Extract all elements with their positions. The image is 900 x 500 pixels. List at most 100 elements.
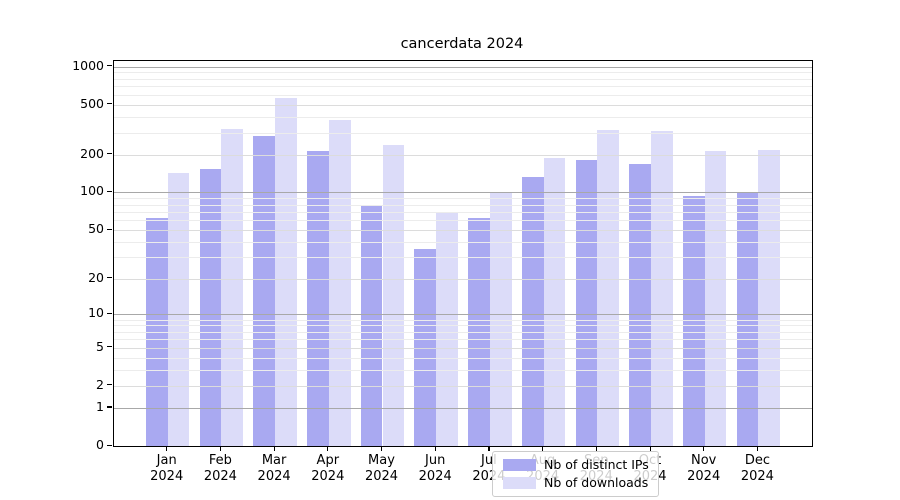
gridline-y-700 bbox=[114, 86, 812, 88]
gridline-y-900 bbox=[114, 72, 812, 74]
legend-swatch-distinct-ips bbox=[503, 459, 536, 471]
chart-title: cancerdata 2024 bbox=[400, 36, 524, 52]
gridline-y-30 bbox=[114, 257, 812, 259]
x-tick-label-apr: Apr 2024 bbox=[311, 453, 345, 484]
x-tick-apr bbox=[327, 446, 329, 451]
legend-row-downloads: Nb of downloads bbox=[493, 476, 658, 490]
y-tick-20 bbox=[107, 277, 112, 279]
x-tick-aug bbox=[542, 446, 544, 451]
gridline-y-500 bbox=[114, 104, 812, 106]
x-tick-feb bbox=[219, 446, 222, 451]
gridline-y-90 bbox=[114, 198, 812, 200]
y-tick-200 bbox=[107, 153, 112, 155]
gridline-y-9 bbox=[114, 319, 812, 321]
gridline-y-300 bbox=[114, 132, 812, 134]
y-tick-100 bbox=[107, 190, 112, 193]
legend-swatch-downloads bbox=[503, 477, 536, 489]
y-tick-label-1000: 1000 bbox=[72, 57, 104, 73]
gridline-y-70 bbox=[114, 211, 812, 213]
gridline-y-2 bbox=[114, 385, 812, 387]
gridline-y-10 bbox=[114, 314, 812, 316]
gridline-y-200 bbox=[114, 154, 812, 156]
y-tick-label-1: 1 bbox=[96, 398, 104, 414]
x-tick-mar bbox=[273, 446, 275, 451]
bar-distinct-ips-feb bbox=[199, 169, 222, 446]
x-tick-label-jun: Jun 2024 bbox=[418, 453, 452, 484]
x-tick-dec bbox=[756, 446, 759, 451]
bar-distinct-ips-sep bbox=[575, 159, 598, 446]
x-tick-jul bbox=[488, 446, 490, 451]
x-tick-jun bbox=[434, 446, 436, 451]
gridline-y-7 bbox=[114, 331, 812, 333]
y-tick-label-200: 200 bbox=[80, 145, 104, 161]
y-tick-5 bbox=[107, 346, 112, 348]
plot-inner bbox=[114, 61, 812, 446]
bar-distinct-ips-oct bbox=[629, 164, 651, 446]
bar-distinct-ips-nov bbox=[682, 196, 705, 446]
bar-downloads-may bbox=[382, 144, 405, 446]
bar-downloads-jan bbox=[167, 173, 190, 446]
y-tick-label-10: 10 bbox=[88, 305, 104, 321]
y-tick-label-0: 0 bbox=[96, 437, 104, 452]
x-tick-label-nov: Nov 2024 bbox=[687, 453, 721, 484]
legend: Nb of distinct IPs Nb of downloads bbox=[492, 451, 659, 497]
gridline-y-5 bbox=[114, 347, 812, 349]
gridline-y-800 bbox=[114, 78, 812, 80]
bar-distinct-ips-apr bbox=[307, 151, 329, 446]
y-tick-10 bbox=[107, 312, 112, 314]
bar-downloads-oct bbox=[651, 130, 673, 446]
bar-downloads-nov bbox=[704, 151, 727, 446]
y-tick-0 bbox=[107, 444, 112, 446]
x-tick-oct bbox=[649, 446, 651, 451]
bar-downloads-sep bbox=[597, 130, 620, 446]
bar-distinct-ips-aug bbox=[521, 177, 544, 446]
bar-downloads-jun bbox=[436, 211, 458, 446]
legend-row-distinct-ips: Nb of distinct IPs bbox=[493, 458, 658, 472]
bar-distinct-ips-dec bbox=[736, 191, 759, 446]
x-tick-label-dec: Dec 2024 bbox=[740, 453, 774, 484]
y-tick-500 bbox=[107, 103, 112, 105]
x-tick-label-mar: Mar 2024 bbox=[257, 453, 291, 484]
y-tick-50 bbox=[107, 228, 112, 230]
bar-distinct-ips-mar bbox=[253, 136, 276, 446]
x-tick-sep bbox=[595, 446, 597, 451]
x-tick-may bbox=[381, 446, 383, 451]
gridline-y-1000 bbox=[114, 66, 812, 68]
gridline-y-80 bbox=[114, 204, 812, 206]
gridline-y-400 bbox=[114, 116, 812, 118]
bar-downloads-aug bbox=[543, 157, 566, 446]
gridline-y-4 bbox=[114, 357, 812, 359]
gridline-y-1 bbox=[114, 407, 812, 409]
plot-area: Nb of distinct IPs Nb of downloads bbox=[113, 60, 813, 497]
bar-downloads-jul bbox=[489, 191, 512, 446]
y-tick-label-100: 100 bbox=[80, 183, 104, 199]
x-tick-label-jan: Jan 2024 bbox=[150, 453, 184, 484]
y-tick-label-500: 500 bbox=[80, 95, 104, 111]
x-tick-jan bbox=[166, 446, 168, 451]
gridline-y-600 bbox=[114, 94, 812, 96]
x-tick-label-may: May 2024 bbox=[364, 453, 399, 484]
gridline-y-20 bbox=[114, 278, 812, 280]
gridline-y-50 bbox=[114, 230, 812, 232]
bar-downloads-dec bbox=[758, 150, 781, 446]
gridline-y-6 bbox=[114, 339, 812, 341]
gridline-y-3 bbox=[114, 369, 812, 371]
bar-downloads-apr bbox=[328, 119, 351, 446]
y-tick-label-5: 5 bbox=[96, 338, 104, 354]
bar-downloads-feb bbox=[221, 129, 244, 446]
gridline-y-60 bbox=[114, 220, 812, 222]
x-tick-label-feb: Feb 2024 bbox=[203, 453, 237, 484]
bar-downloads-mar bbox=[275, 98, 297, 446]
y-tick-label-2: 2 bbox=[96, 376, 104, 392]
gridline-y-100 bbox=[114, 192, 812, 194]
legend-label-downloads: Nb of downloads bbox=[544, 475, 649, 490]
legend-label-distinct-ips: Nb of distinct IPs bbox=[544, 457, 649, 472]
y-tick-1 bbox=[107, 406, 112, 408]
y-tick-label-20: 20 bbox=[88, 269, 104, 285]
x-tick-nov bbox=[703, 446, 705, 451]
y-tick-1000 bbox=[107, 65, 112, 67]
gridline-y-40 bbox=[114, 242, 812, 243]
y-tick-2 bbox=[107, 384, 112, 386]
gridline-y-8 bbox=[114, 325, 812, 327]
